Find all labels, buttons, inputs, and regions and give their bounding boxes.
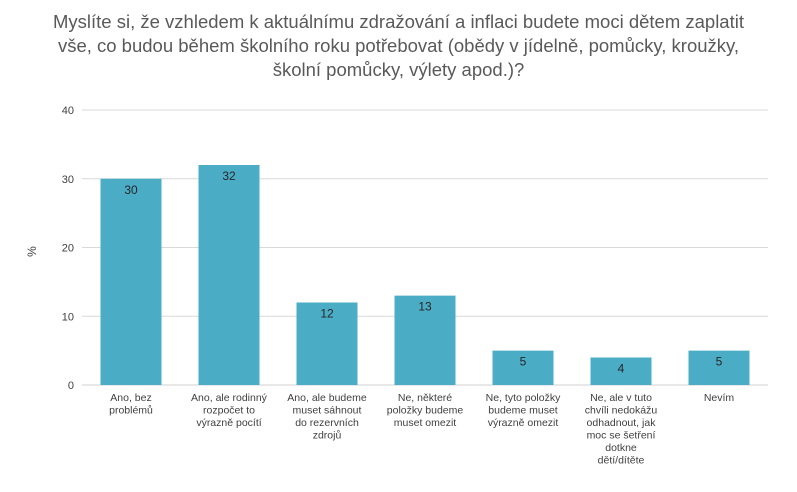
category-labels: Ano, bez problémů Ano, ale rodinný rozpočet… <box>109 392 734 467</box>
bar <box>296 302 358 385</box>
bar <box>590 357 652 385</box>
data-label: 4 <box>618 362 625 376</box>
bar <box>198 165 260 385</box>
bars <box>100 165 750 385</box>
y-tick-label: 30 <box>62 174 74 186</box>
bar <box>492 350 554 385</box>
data-label: 5 <box>520 355 527 369</box>
chart-title-line-3: školní pomůcky, výlety apod.)? <box>272 59 525 80</box>
category-label: Ano, ale budeme muset sáhnout do rezervníc… <box>287 392 367 442</box>
bar <box>688 350 750 385</box>
data-label: 13 <box>418 300 432 314</box>
category-label: Ano, ale rodinný rozpočet to výrazně pocít… <box>191 392 268 429</box>
category-label: Nevím <box>704 392 735 404</box>
y-tick-label: 40 <box>62 105 74 117</box>
y-tick-label: 20 <box>62 243 74 255</box>
data-label: 12 <box>320 307 334 321</box>
chart-title-line-1: Myslíte si, že vzhledem k aktuálnímu zdr… <box>53 11 744 32</box>
data-label: 30 <box>124 183 138 197</box>
bar <box>394 295 456 385</box>
y-axis-label: % <box>25 246 39 257</box>
chart-title: Myslíte si, že vzhledem k aktuálnímu zdr… <box>20 10 777 82</box>
chart-title-line-2: vše, co budou během školního roku potřeb… <box>57 35 740 56</box>
category-label: Ne, tyto položky budeme muset výrazně omez… <box>486 392 561 429</box>
y-axis-ticks: 0 10 20 30 40 <box>62 105 74 392</box>
bar <box>100 178 162 385</box>
value-labels: 30 32 12 13 5 4 5 <box>124 169 722 376</box>
y-tick-label: 10 <box>62 311 74 323</box>
y-tick-label: 0 <box>68 380 74 392</box>
category-label: Ano, bez problémů <box>109 392 153 417</box>
category-label: Ne, ale v tuto chvíli nedokážu odhadnout, … <box>585 392 658 467</box>
data-label: 32 <box>222 169 236 183</box>
category-label: Ne, některé položky budeme muset omezit <box>387 392 464 429</box>
data-label: 5 <box>716 355 723 369</box>
